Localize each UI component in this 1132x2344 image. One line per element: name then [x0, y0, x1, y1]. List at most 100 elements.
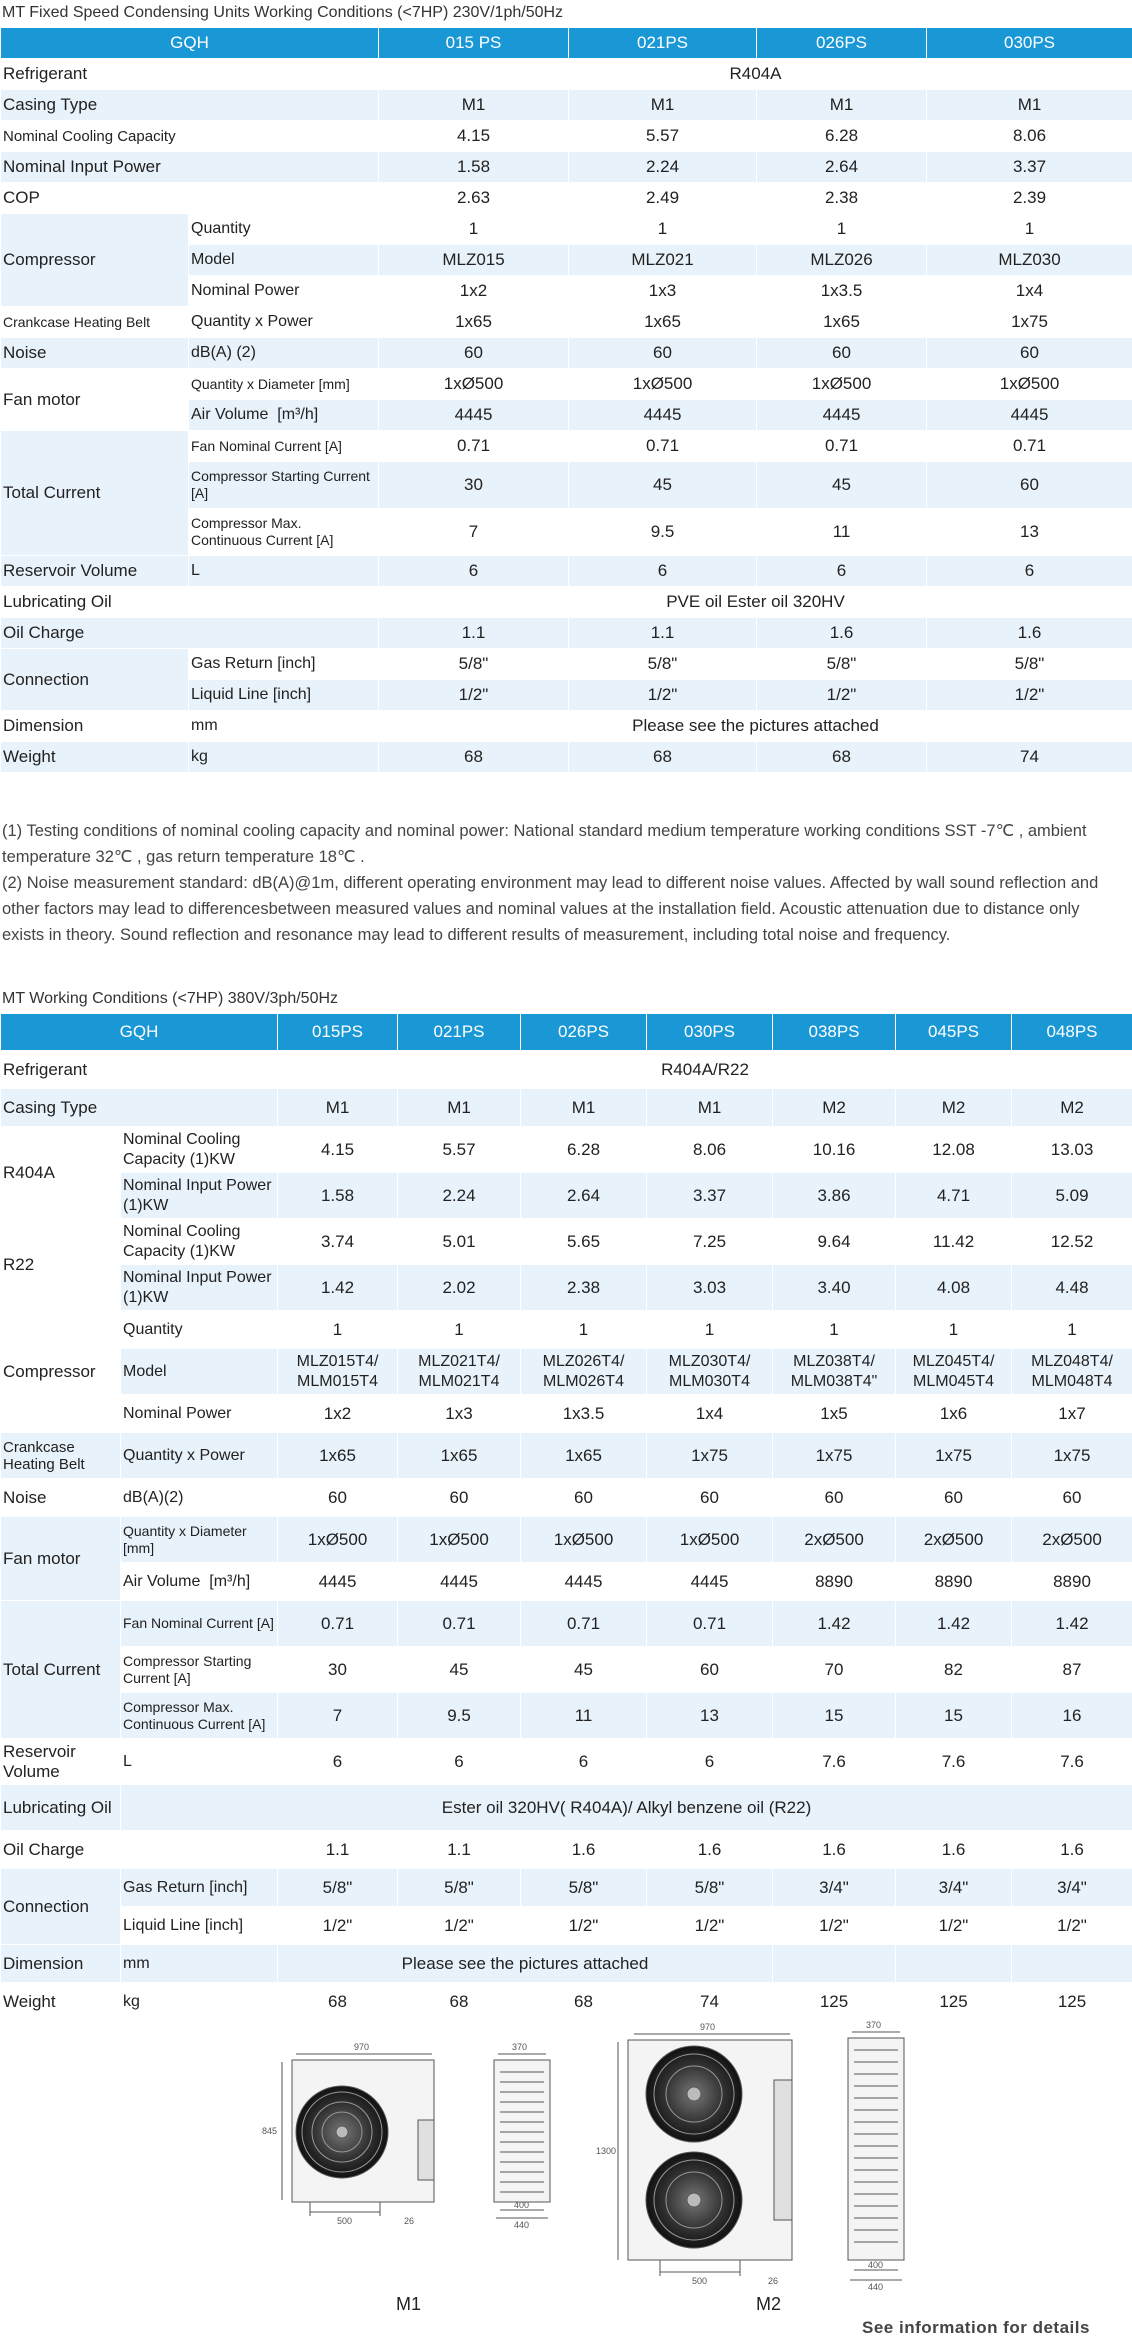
sub-label: Compressor Starting Current [A] [119, 1646, 279, 1693]
cell-value: 68 [520, 1982, 648, 2021]
cell-value: 1.6 [772, 1830, 897, 1869]
header-cell: 015 PS [378, 27, 570, 59]
table-row: Model MLZ015T4/ MLM015T4 MLZ021T4/ MLM02… [1, 1348, 1132, 1395]
cell-value: 3.74 [277, 1218, 399, 1265]
cell-value: 1x65 [568, 306, 758, 338]
table-row: Lubricating Oil Ester oil 320HV( R404A)/… [0, 1784, 1132, 1831]
cell-value: 2.63 [378, 182, 570, 214]
row-label: Fan motor [0, 368, 189, 431]
table-row: Lubricating Oil PVE oil Ester oil 320HV [0, 586, 1132, 618]
footnote: (2) Noise measurement standard: dB(A)@1m… [2, 874, 1099, 944]
cell-value: 6.28 [756, 120, 928, 152]
header-cell: 021PS [568, 27, 758, 59]
table-row: Fan motor Quantity x Diameter [mm] 1xØ50… [0, 368, 1132, 431]
cell-value: 60 [646, 1646, 774, 1693]
row-label: Nominal Input Power [0, 151, 380, 183]
header-cell: 045PS [895, 1013, 1013, 1051]
table-row: Reservoir Volume L 6 6 6 6 7.6 7.6 7.6 [0, 1738, 1132, 1785]
cell-value: 1x4 [646, 1394, 774, 1433]
see-details-link[interactable]: See information for details [862, 2318, 1090, 2337]
cell-value: 0.71 [646, 1600, 774, 1647]
m2-side-view: 370 400 440 [847, 2020, 905, 2292]
m1-width-dim: 970 [354, 2042, 369, 2052]
cell-value: 1x5 [772, 1394, 897, 1433]
cell-value: 5/8" [646, 1868, 774, 1907]
m1-foot-dim: 500 [337, 2216, 352, 2226]
sub-label: Model [187, 244, 380, 276]
cell-value: 4445 [277, 1562, 399, 1601]
m1-foot1-dim: 400 [514, 2200, 529, 2210]
row-label: Total Current [0, 1600, 121, 1739]
table-row: Air Volume [m³/h] 4445 4445 4445 4445 88… [1, 1562, 1132, 1601]
table-row: Noise dB(A) (2) 60 60 60 60 [0, 337, 1132, 369]
m1-label: M1 [396, 2294, 422, 2314]
cell-value: 4.15 [378, 120, 570, 152]
cell-value: 1 [520, 1310, 648, 1349]
table-row: Liquid Line [inch] 1/2" 1/2" 1/2" 1/2" 1… [1, 1906, 1132, 1945]
cell-value: 4.71 [895, 1172, 1013, 1219]
m2-foot-dim: 500 [692, 2276, 707, 2286]
row-label: Crankcase Heating Belt [0, 1432, 121, 1479]
cell-value: 0.71 [520, 1600, 648, 1647]
cell-value: 1x65 [378, 306, 570, 338]
table-row: R404A Nominal Cooling Capacity (1)KW 4.1… [0, 1126, 1132, 1219]
cell-value: 1x65 [520, 1432, 648, 1479]
m1-foot2-dim: 440 [514, 2220, 529, 2230]
cell-value: 4445 [520, 1562, 648, 1601]
row-label: R404A [0, 1126, 121, 1219]
cell-value: 1x3 [397, 1394, 522, 1433]
cell-value: 1 [895, 1310, 1013, 1349]
row-label: Reservoir Volume [0, 1738, 121, 1785]
cell-value: 13.03 [1011, 1126, 1132, 1173]
cell-value: 2.24 [568, 151, 758, 183]
cell-value: MLZ038T4/ MLM038T4" [772, 1348, 897, 1395]
row-label: Weight [0, 741, 189, 773]
cell-value: R404A [378, 58, 1132, 90]
cell-value: 60 [520, 1478, 648, 1517]
header-cell: 026PS [756, 27, 928, 59]
sub-label: Nominal Cooling Capacity (1)KW [119, 1218, 279, 1265]
cell-value: 1x6 [895, 1394, 1013, 1433]
cell-value: 1.6 [895, 1830, 1013, 1869]
row-label: Refrigerant [0, 58, 380, 90]
header-cell: GQH [0, 1013, 279, 1051]
row-label: Dimension [0, 710, 189, 742]
cell-value: 125 [772, 1982, 897, 2021]
table-row: Refrigerant R404A [0, 58, 1132, 90]
table-row: COP 2.63 2.49 2.38 2.39 [0, 182, 1132, 214]
cell-value: 2.49 [568, 182, 758, 214]
cell-value: 60 [1011, 1478, 1132, 1517]
m1-offset-dim: 26 [404, 2216, 414, 2226]
cell-value: 5.57 [568, 120, 758, 152]
cell-value: 1.1 [277, 1830, 399, 1869]
table-row: Weight kg 68 68 68 74 125 125 125 [0, 1982, 1132, 2021]
cell-value: 30 [378, 461, 570, 509]
table-row: Nominal Input Power 1.58 2.24 2.64 3.37 [0, 151, 1132, 183]
table-row: Dimension mm Please see the pictures att… [0, 710, 1132, 742]
cell-value: 6 [568, 555, 758, 587]
cell-value: 1 [772, 1310, 897, 1349]
air-volume-label: Air Volume [191, 406, 269, 423]
row-label: Connection [0, 648, 189, 711]
cell-value: 60 [895, 1478, 1013, 1517]
cell-value: 60 [378, 337, 570, 369]
cell-value: 1x3.5 [756, 275, 928, 307]
cell-value: 5.09 [1011, 1172, 1132, 1219]
cell-value: MLZ045T4/ MLM045T4 [895, 1348, 1013, 1395]
cell-value: M1 [397, 1088, 522, 1127]
row-label: Refrigerant [0, 1050, 279, 1089]
header-cell: 030PS [926, 27, 1132, 59]
m2-offset-dim: 26 [768, 2276, 778, 2286]
cell-value: 2xØ500 [1011, 1516, 1132, 1563]
cell-value: 6 [520, 1738, 648, 1785]
cell-value: 82 [895, 1646, 1013, 1693]
cell-value: 1x75 [1011, 1432, 1132, 1479]
cell-value: 1.42 [277, 1264, 399, 1311]
cell-value: 1xØ500 [756, 368, 928, 400]
m2-depth-dim: 370 [866, 2020, 881, 2030]
sub-label: Nominal Cooling Capacity (1)KW [119, 1126, 279, 1173]
cell-value: 70 [772, 1646, 897, 1693]
cell-value: 1.42 [1011, 1600, 1132, 1647]
cell-value: 1x3 [568, 275, 758, 307]
cell-value: 1/2" [895, 1906, 1013, 1945]
